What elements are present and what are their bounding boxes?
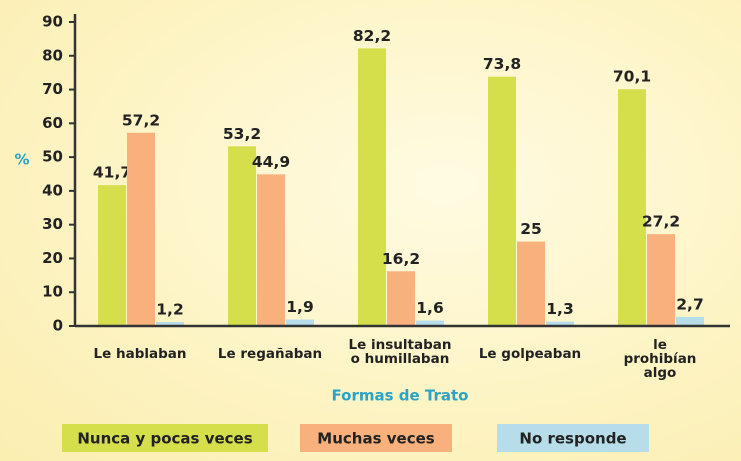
y-tick-label: 20 — [42, 249, 63, 267]
data-label: 82,2 — [353, 27, 391, 45]
data-label: 27,2 — [642, 213, 680, 231]
y-tick-label: 30 — [42, 215, 63, 233]
bar — [358, 48, 386, 326]
y-tick-label: 90 — [42, 13, 63, 31]
y-tick-label: 60 — [42, 114, 63, 132]
bar — [387, 271, 415, 326]
data-label: 1,2 — [156, 300, 183, 318]
x-axis-label: Formas de Trato — [332, 387, 469, 405]
data-label: 53,2 — [223, 125, 261, 143]
x-tick-label: Le hablaban — [93, 346, 187, 362]
data-label: 1,9 — [286, 298, 313, 316]
y-tick-label: 0 — [53, 317, 63, 335]
legend-swatch — [62, 424, 268, 452]
data-label: 25 — [520, 220, 542, 238]
legend-swatch — [497, 424, 649, 452]
bar — [546, 321, 574, 326]
bar — [676, 316, 704, 326]
data-label: 1,6 — [416, 299, 443, 317]
legend-label: No responde — [519, 430, 626, 448]
bar — [257, 174, 285, 326]
x-tick-label: Le golpeaban — [478, 346, 582, 362]
bar — [416, 320, 444, 326]
y-tick-label: 50 — [42, 148, 63, 166]
bar — [618, 89, 646, 327]
data-label: 57,2 — [122, 111, 160, 129]
legend-label: Nunca y pocas veces — [77, 430, 252, 448]
y-axis-label: % — [14, 151, 29, 169]
y-tick-label: 40 — [42, 181, 63, 199]
data-label: 70,1 — [613, 68, 651, 86]
y-tick-label: 10 — [42, 283, 63, 301]
bar — [647, 234, 675, 326]
bar — [127, 132, 155, 326]
data-label: 16,2 — [382, 250, 420, 268]
bar — [98, 185, 126, 326]
data-label: 44,9 — [252, 153, 290, 171]
x-tick-label: le prohibían algo — [623, 337, 697, 381]
bar — [488, 76, 516, 326]
bar — [228, 146, 256, 326]
legend-label: Muchas veces — [317, 430, 434, 448]
data-label: 1,3 — [546, 300, 573, 318]
y-tick-label: 80 — [42, 46, 63, 64]
data-label: 41,7 — [93, 164, 131, 182]
data-label: 73,8 — [483, 55, 521, 73]
legend-swatch — [300, 424, 452, 452]
bar — [517, 241, 545, 326]
y-tick-label: 70 — [42, 80, 63, 98]
x-tick-label: Le regañaban — [217, 346, 323, 362]
data-label: 2,7 — [676, 295, 703, 313]
x-tick-label: Le insultaban o humillaban — [348, 337, 452, 367]
bar — [286, 319, 314, 326]
bar — [156, 321, 184, 326]
